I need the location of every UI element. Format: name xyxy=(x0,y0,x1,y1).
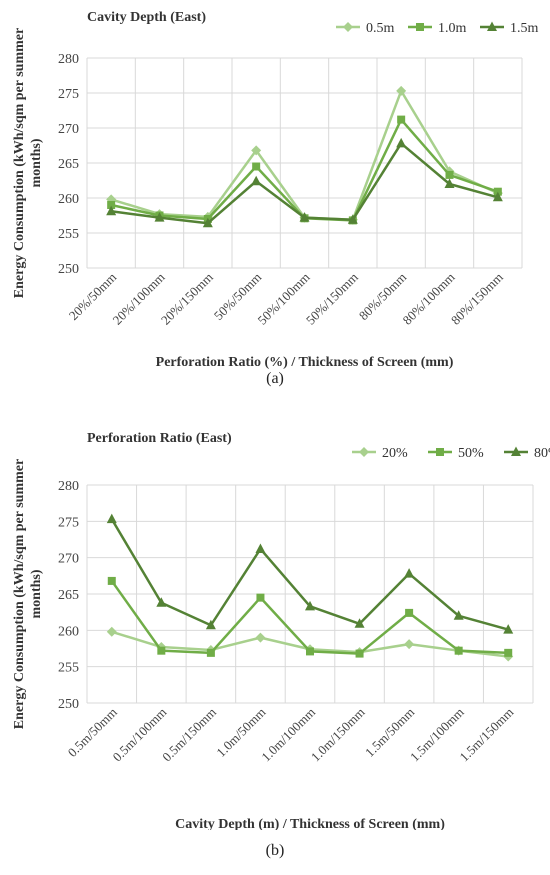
legend-marker xyxy=(436,448,444,456)
data-point xyxy=(445,170,454,179)
data-point xyxy=(347,214,358,224)
data-point xyxy=(396,85,407,96)
data-point xyxy=(154,212,165,222)
y-axis-label: Energy Consumption (kWh/sqm per summer mo… xyxy=(12,28,44,298)
x-axis-label: Perforation Ratio (%) / Thickness of Scr… xyxy=(156,355,454,370)
legend-marker xyxy=(343,22,353,32)
data-point xyxy=(504,648,513,657)
chart-b-caption: (b) xyxy=(265,842,285,859)
data-point xyxy=(354,618,365,628)
y-tick-label: 255 xyxy=(58,227,79,242)
y-tick-label: 260 xyxy=(58,624,79,639)
legend-label: 1.0m xyxy=(438,21,467,36)
data-point xyxy=(444,178,455,188)
data-point xyxy=(453,610,464,620)
data-point xyxy=(107,576,116,585)
chart-a-caption: (a) xyxy=(266,370,284,387)
data-point xyxy=(492,191,503,202)
data-point xyxy=(252,162,261,171)
series-line xyxy=(110,89,499,221)
data-point xyxy=(206,648,215,657)
data-point xyxy=(251,145,262,156)
series-line xyxy=(110,580,509,655)
y-tick-label: 250 xyxy=(58,697,79,712)
y-tick-label: 280 xyxy=(58,479,79,494)
y-axis-label: Energy Consumption (kWh/sqm per summer mo… xyxy=(12,459,44,729)
data-point xyxy=(255,543,266,553)
x-tick-label: 50%/150mm xyxy=(303,270,361,328)
legend-marker xyxy=(487,21,497,31)
chart-a-svg: Cavity Depth (East) 250 255 260 265 270 275 280… xyxy=(12,10,539,370)
legend-marker xyxy=(511,446,521,456)
data-point xyxy=(106,205,117,216)
data-point xyxy=(355,649,364,658)
data-point xyxy=(404,568,415,578)
x-tick-label: 80%/150mm xyxy=(448,270,506,328)
data-point xyxy=(397,115,406,124)
data-point xyxy=(255,632,266,643)
data-point xyxy=(256,593,265,602)
data-point xyxy=(493,187,502,196)
data-point xyxy=(299,212,310,222)
x-tick-label: 0.5m/150mm xyxy=(159,705,219,765)
y-tick-label: 280 xyxy=(58,52,79,67)
legend-marker xyxy=(416,23,424,31)
legend-label: 0.5m xyxy=(366,21,395,36)
x-axis-label: Cavity Depth (m) / Thickness of Screen (… xyxy=(175,817,445,830)
y-tick-label: 265 xyxy=(58,157,79,172)
data-point xyxy=(404,639,415,650)
data-point xyxy=(454,646,463,655)
data-point xyxy=(202,217,213,228)
y-tick-label: 270 xyxy=(58,122,79,137)
legend-label: 1.5m xyxy=(510,21,539,36)
legend-label: 50% xyxy=(458,446,484,461)
y-tick-label: 270 xyxy=(58,552,79,567)
data-point xyxy=(306,647,314,656)
x-tick-label: 1.5m/150mm xyxy=(456,705,516,765)
data-point xyxy=(156,597,167,607)
chart-title: Perforation Ratio (East) xyxy=(87,431,232,446)
y-tick-label: 275 xyxy=(58,87,79,102)
chart-b-svg: Perforation Ratio (East) 250 255 260 265 270 2… xyxy=(12,431,550,832)
legend-label: 20% xyxy=(382,446,408,461)
data-point xyxy=(157,646,166,655)
data-point xyxy=(503,624,514,634)
series-line xyxy=(110,118,499,222)
data-point xyxy=(305,600,315,611)
x-tick-label: 20%/150mm xyxy=(158,270,216,328)
data-point xyxy=(251,175,262,186)
chart-b: Perforation Ratio (East) 250 255 260 265 270 2… xyxy=(0,410,550,870)
chart-a: Cavity Depth (East) 250 255 260 265 270 275 280… xyxy=(0,0,550,398)
series-line xyxy=(110,518,509,631)
chart-title: Cavity Depth (East) xyxy=(87,10,206,25)
x-tick-label: 1.0m/150mm xyxy=(308,705,368,765)
legend-label: 80% xyxy=(534,446,550,461)
data-point xyxy=(106,513,117,524)
y-tick-label: 265 xyxy=(58,588,79,603)
y-tick-label: 255 xyxy=(58,661,79,676)
y-tick-label: 250 xyxy=(58,262,79,277)
data-point xyxy=(396,137,407,148)
data-point xyxy=(107,201,116,209)
y-tick-label: 275 xyxy=(58,515,79,530)
data-point xyxy=(205,619,216,630)
data-point xyxy=(106,626,117,637)
y-tick-label: 260 xyxy=(58,192,79,207)
data-point xyxy=(405,608,414,617)
legend-marker xyxy=(359,447,369,457)
